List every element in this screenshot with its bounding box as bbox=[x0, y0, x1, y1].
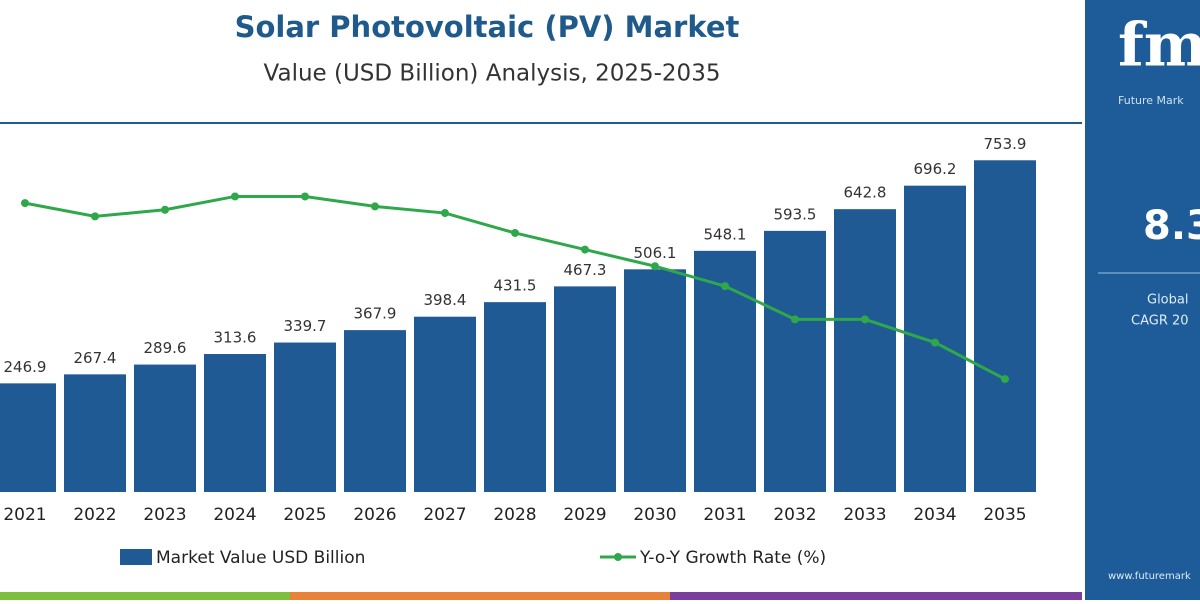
logo: fmi bbox=[1118, 11, 1200, 81]
line-point bbox=[511, 228, 519, 237]
x-tick-label: 2032 bbox=[773, 505, 816, 525]
value-label: 246.9 bbox=[4, 358, 47, 376]
bar bbox=[974, 160, 1036, 492]
stat-label: CAGR 20 bbox=[1131, 314, 1189, 329]
value-label: 548.1 bbox=[704, 225, 747, 243]
legend-swatch bbox=[614, 553, 622, 561]
bar bbox=[134, 364, 196, 492]
x-tick-label: 2028 bbox=[493, 505, 536, 525]
value-label: 398.4 bbox=[424, 291, 467, 309]
bar bbox=[344, 330, 406, 492]
value-label: 696.2 bbox=[914, 160, 957, 178]
x-tick-label: 2031 bbox=[703, 505, 746, 525]
value-label: 753.9 bbox=[984, 135, 1027, 153]
value-label: 506.1 bbox=[634, 244, 677, 262]
line-point bbox=[301, 192, 309, 201]
x-tick-label: 2030 bbox=[633, 505, 676, 525]
x-tick-label: 2029 bbox=[563, 505, 606, 525]
x-tick-label: 2033 bbox=[843, 505, 886, 525]
x-tick-label: 2034 bbox=[913, 505, 956, 525]
line-point bbox=[231, 192, 239, 201]
x-tick-label: 2024 bbox=[213, 505, 256, 525]
strip bbox=[290, 592, 670, 600]
value-label: 313.6 bbox=[214, 329, 257, 347]
chart-title: Solar Photovoltaic (PV) Market bbox=[235, 10, 740, 44]
bar bbox=[484, 302, 546, 492]
value-label: 642.8 bbox=[844, 184, 887, 202]
brand: Future Mark bbox=[1118, 94, 1184, 107]
x-tick-label: 2022 bbox=[73, 505, 116, 525]
legend-label: Y-o-Y Growth Rate (%) bbox=[639, 548, 826, 568]
x-tick-label: 2035 bbox=[983, 505, 1026, 525]
line-point bbox=[861, 315, 869, 324]
bar bbox=[64, 374, 126, 492]
value-label: 367.9 bbox=[354, 305, 397, 323]
line-point bbox=[91, 212, 99, 221]
x-tick-label: 2023 bbox=[143, 505, 186, 525]
bar bbox=[204, 354, 266, 492]
line-point bbox=[371, 202, 379, 211]
value-label: 467.3 bbox=[564, 261, 607, 279]
value-label: 289.6 bbox=[144, 339, 187, 357]
bar bbox=[764, 230, 826, 493]
legend-swatch bbox=[120, 549, 152, 565]
line-point bbox=[651, 262, 659, 271]
value-label: 267.4 bbox=[74, 349, 117, 367]
line-point bbox=[441, 209, 449, 218]
bar bbox=[0, 383, 56, 492]
stat: 8.3 bbox=[1143, 203, 1200, 249]
line-point bbox=[1001, 375, 1009, 384]
bar bbox=[414, 316, 476, 492]
line-point bbox=[581, 245, 589, 254]
url: www.futuremark bbox=[1108, 571, 1191, 582]
sidebar bbox=[1085, 0, 1200, 600]
bar bbox=[624, 269, 686, 492]
x-tick-label: 2021 bbox=[3, 505, 46, 525]
line-point bbox=[21, 199, 29, 208]
line-point bbox=[721, 282, 729, 291]
x-tick-label: 2027 bbox=[423, 505, 466, 525]
value-label: 339.7 bbox=[284, 317, 327, 335]
legend-label: Market Value USD Billion bbox=[156, 548, 365, 568]
value-label: 593.5 bbox=[774, 205, 817, 223]
value-label: 431.5 bbox=[494, 277, 537, 295]
chart-subtitle: Value (USD Billion) Analysis, 2025-2035 bbox=[264, 61, 721, 87]
bar bbox=[274, 342, 336, 492]
line-point bbox=[161, 205, 169, 214]
line-point bbox=[931, 338, 939, 347]
stat-label: Global bbox=[1147, 293, 1188, 308]
bar bbox=[834, 209, 896, 492]
bar bbox=[694, 250, 756, 492]
x-tick-label: 2025 bbox=[283, 505, 326, 525]
bar bbox=[554, 286, 616, 492]
line-point bbox=[791, 315, 799, 324]
strip bbox=[0, 592, 290, 600]
strip bbox=[670, 592, 1082, 600]
x-tick-label: 2026 bbox=[353, 505, 396, 525]
